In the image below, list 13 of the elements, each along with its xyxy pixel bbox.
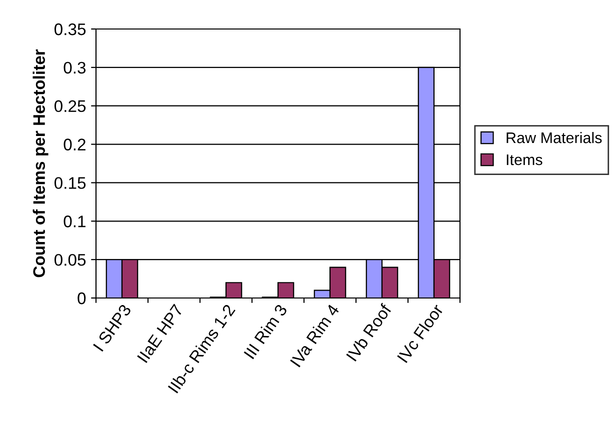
y-tick-label: 0.05 bbox=[54, 254, 86, 266]
x-tick-label: III Rim 3 bbox=[243, 303, 288, 360]
y-tick-label: 0.3 bbox=[64, 62, 86, 74]
legend-label: Items bbox=[506, 154, 542, 166]
y-tick-label: 0.1 bbox=[64, 216, 86, 228]
y-tick-label: 0.15 bbox=[54, 177, 86, 189]
x-tick-label: IVa Rim 4 bbox=[290, 303, 340, 368]
y-tick-label: 0.35 bbox=[54, 23, 86, 36]
y-tick-label: 0 bbox=[78, 292, 86, 304]
y-tick-label: 0.2 bbox=[64, 138, 86, 150]
y-axis-title: Count of Items per Hectoliter bbox=[32, 49, 48, 278]
legend-label: Raw Materials bbox=[506, 132, 602, 144]
y-tick-label: 0.25 bbox=[54, 100, 86, 112]
